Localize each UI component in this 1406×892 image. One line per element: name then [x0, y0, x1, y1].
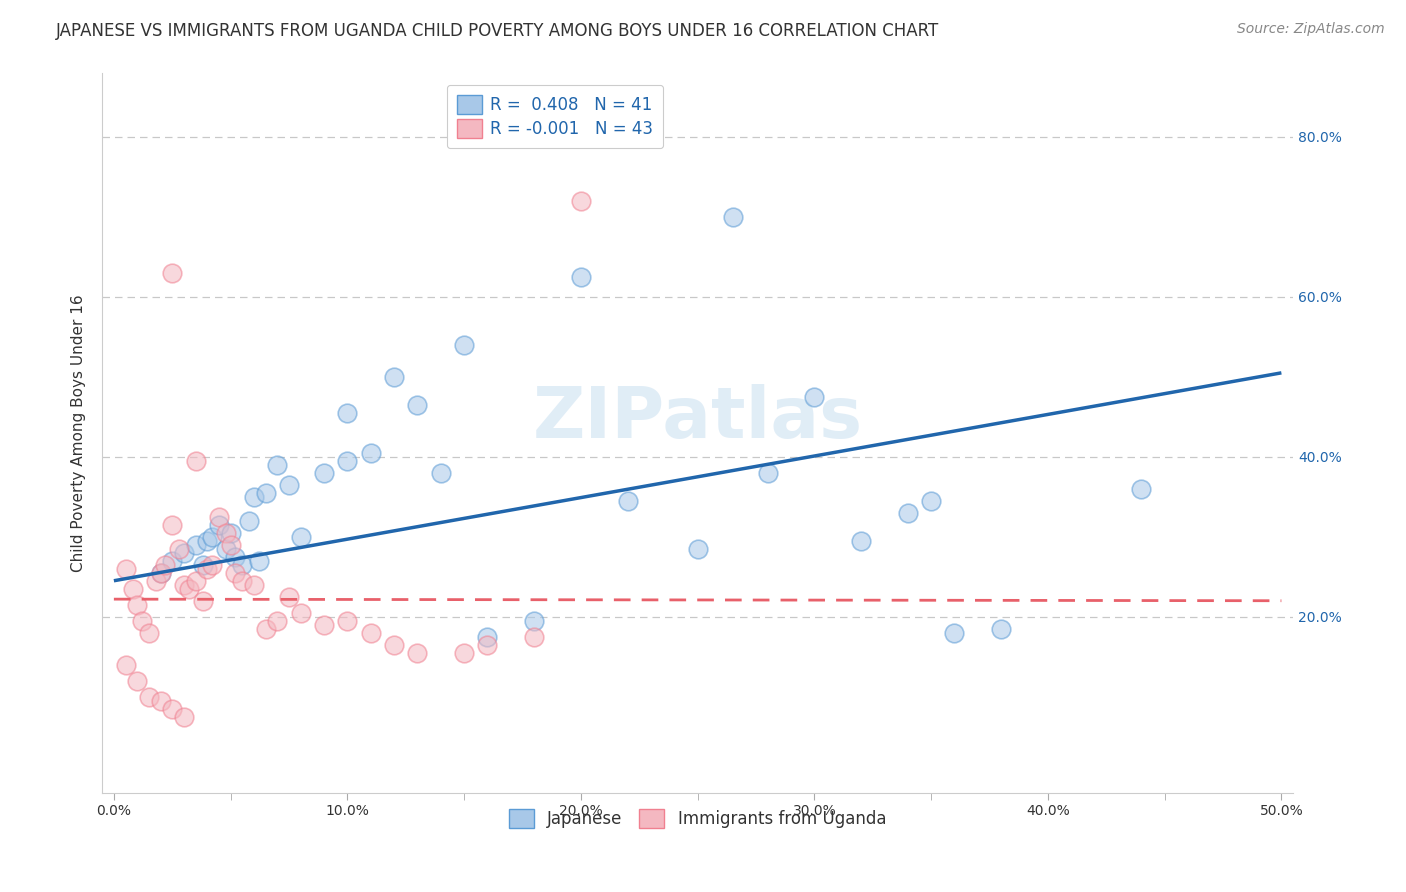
- Point: [290, 530, 312, 544]
- Point: [224, 549, 246, 564]
- Point: [360, 446, 382, 460]
- Point: [169, 541, 191, 556]
- Point: [215, 541, 238, 556]
- Point: [920, 493, 942, 508]
- Point: [278, 477, 301, 491]
- Point: [721, 210, 744, 224]
- Point: [477, 630, 499, 644]
- Point: [162, 701, 184, 715]
- Point: [382, 369, 405, 384]
- Point: [266, 458, 288, 472]
- Point: [616, 493, 638, 508]
- Point: [173, 709, 195, 723]
- Point: [208, 517, 231, 532]
- Point: [138, 690, 160, 704]
- Point: [127, 598, 149, 612]
- Point: [201, 530, 224, 544]
- Point: [312, 617, 335, 632]
- Point: [1130, 482, 1153, 496]
- Point: [290, 606, 312, 620]
- Point: [254, 622, 277, 636]
- Point: [184, 574, 207, 588]
- Point: [191, 593, 214, 607]
- Point: [145, 574, 167, 588]
- Point: [219, 525, 242, 540]
- Point: [990, 622, 1012, 636]
- Point: [208, 509, 231, 524]
- Point: [336, 454, 359, 468]
- Point: [243, 578, 266, 592]
- Point: [569, 269, 592, 284]
- Point: [121, 582, 143, 596]
- Point: [231, 558, 253, 572]
- Text: ZIPatlas: ZIPatlas: [533, 384, 863, 453]
- Point: [477, 638, 499, 652]
- Point: [114, 657, 136, 672]
- Point: [278, 590, 301, 604]
- Point: [430, 466, 453, 480]
- Point: [162, 266, 184, 280]
- Point: [149, 566, 172, 580]
- Point: [756, 466, 779, 480]
- Point: [138, 625, 160, 640]
- Point: [149, 566, 172, 580]
- Point: [177, 582, 200, 596]
- Point: [453, 646, 475, 660]
- Point: [849, 533, 872, 548]
- Point: [897, 506, 920, 520]
- Point: [686, 541, 709, 556]
- Point: [127, 673, 149, 688]
- Point: [523, 614, 546, 628]
- Point: [523, 630, 546, 644]
- Point: [224, 566, 246, 580]
- Point: [247, 554, 270, 568]
- Text: JAPANESE VS IMMIGRANTS FROM UGANDA CHILD POVERTY AMONG BOYS UNDER 16 CORRELATION: JAPANESE VS IMMIGRANTS FROM UGANDA CHILD…: [56, 22, 939, 40]
- Point: [114, 562, 136, 576]
- Point: [803, 390, 825, 404]
- Point: [406, 398, 429, 412]
- Point: [162, 517, 184, 532]
- Text: Source: ZipAtlas.com: Source: ZipAtlas.com: [1237, 22, 1385, 37]
- Point: [406, 646, 429, 660]
- Point: [266, 614, 288, 628]
- Point: [219, 538, 242, 552]
- Point: [243, 490, 266, 504]
- Point: [149, 694, 172, 708]
- Point: [254, 485, 277, 500]
- Point: [231, 574, 253, 588]
- Point: [215, 525, 238, 540]
- Legend: Japanese, Immigrants from Uganda: Japanese, Immigrants from Uganda: [502, 802, 893, 835]
- Point: [155, 558, 177, 572]
- Point: [943, 625, 966, 640]
- Point: [173, 546, 195, 560]
- Y-axis label: Child Poverty Among Boys Under 16: Child Poverty Among Boys Under 16: [72, 294, 86, 572]
- Point: [569, 194, 592, 208]
- Point: [453, 338, 475, 352]
- Point: [238, 514, 260, 528]
- Point: [336, 406, 359, 420]
- Point: [191, 558, 214, 572]
- Point: [312, 466, 335, 480]
- Point: [184, 538, 207, 552]
- Point: [184, 454, 207, 468]
- Point: [162, 554, 184, 568]
- Point: [195, 533, 218, 548]
- Point: [360, 625, 382, 640]
- Point: [195, 562, 218, 576]
- Point: [382, 638, 405, 652]
- Point: [173, 578, 195, 592]
- Point: [336, 614, 359, 628]
- Point: [131, 614, 153, 628]
- Point: [201, 558, 224, 572]
